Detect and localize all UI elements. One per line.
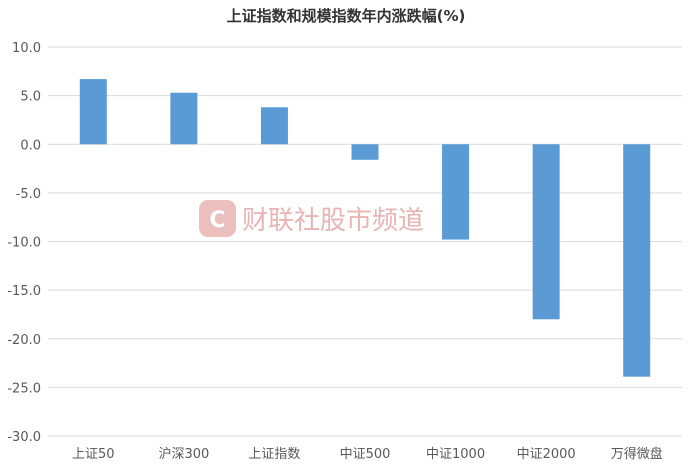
- bar: [623, 144, 651, 377]
- y-tick-label: -25.0: [7, 381, 41, 396]
- y-tick-label: -10.0: [7, 236, 41, 251]
- watermark-logo-letter: C: [209, 208, 225, 233]
- x-category-label: 万得微盘: [611, 446, 663, 462]
- watermark-logo-icon: [199, 200, 236, 237]
- x-category-label: 沪深300: [158, 446, 209, 462]
- y-tick-label: -20.0: [7, 333, 41, 348]
- bar: [442, 144, 470, 240]
- y-tick-label: 5.0: [20, 90, 41, 105]
- bar: [260, 107, 288, 145]
- bars: [79, 79, 651, 377]
- gridlines: [48, 46, 682, 437]
- y-tick-label: -5.0: [16, 187, 41, 202]
- x-category-label: 上证指数: [248, 447, 300, 462]
- x-category-label: 中证500: [340, 447, 391, 462]
- x-category-label: 上证50: [72, 447, 115, 462]
- y-axis-ticks: 10.0 5.0 0.0 -5.0 -10.0 -15.0 -20.0 -25.0 -30.0: [7, 41, 41, 445]
- x-category-label: 中证1000: [426, 447, 485, 462]
- y-tick-label: -15.0: [7, 284, 41, 299]
- chart-title: 上证指数和规模指数年内涨跌幅(%): [226, 7, 466, 25]
- bar: [351, 144, 379, 160]
- bar: [79, 79, 107, 145]
- y-tick-label: 10.0: [12, 41, 41, 56]
- watermark-text: 财联社股市频道: [242, 206, 424, 236]
- x-category-label: 中证2000: [517, 447, 576, 462]
- x-axis-categories: 上证50 沪深300 上证指数 中证500 中证1000 中证2000 万得微盘: [72, 446, 663, 462]
- watermark: C 财联社股市频道: [199, 200, 424, 237]
- y-tick-label: -30.0: [7, 430, 41, 445]
- bar: [532, 144, 560, 320]
- y-tick-label: 0.0: [20, 138, 41, 153]
- bar: [170, 92, 198, 145]
